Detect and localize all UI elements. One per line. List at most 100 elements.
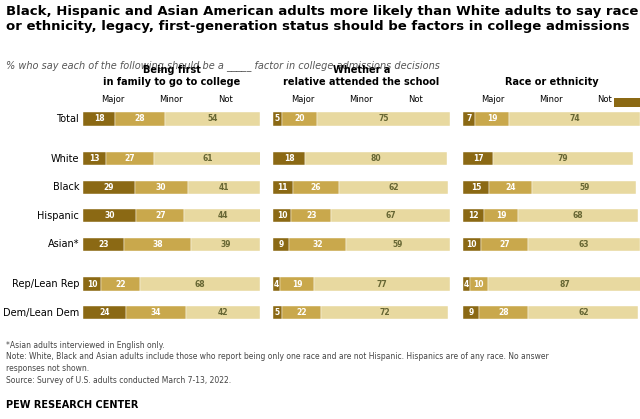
Bar: [186, 306, 260, 319]
Text: 42: 42: [218, 308, 228, 317]
Bar: [83, 277, 101, 291]
Text: 59: 59: [579, 183, 589, 192]
Text: 9: 9: [278, 240, 284, 249]
Text: 67: 67: [385, 211, 396, 220]
Text: 10: 10: [474, 279, 484, 289]
Text: 27: 27: [125, 154, 136, 163]
Text: Being first
in family to go to college: Being first in family to go to college: [103, 65, 241, 87]
Bar: [289, 238, 346, 251]
Text: 59: 59: [393, 240, 403, 249]
Text: Major: Major: [481, 95, 504, 103]
Text: 44: 44: [218, 211, 228, 220]
Bar: [280, 277, 314, 291]
Bar: [339, 181, 449, 194]
Text: % who say each of the following should be a _____ factor in college admissions d: % who say each of the following should b…: [6, 60, 440, 71]
Bar: [184, 209, 262, 222]
Bar: [273, 112, 282, 126]
Text: Minor: Minor: [349, 95, 373, 103]
Text: 30: 30: [156, 183, 166, 192]
Bar: [529, 306, 638, 319]
Bar: [490, 181, 532, 194]
Text: 13: 13: [90, 154, 100, 163]
Text: 19: 19: [292, 279, 302, 289]
Bar: [481, 238, 529, 251]
Text: 38: 38: [152, 240, 163, 249]
Bar: [83, 306, 125, 319]
Bar: [101, 277, 140, 291]
Bar: [463, 306, 479, 319]
Bar: [463, 277, 470, 291]
Text: Asian*: Asian*: [47, 239, 79, 249]
Bar: [317, 112, 450, 126]
Text: 19: 19: [487, 114, 497, 124]
Text: 62: 62: [578, 308, 589, 317]
Bar: [83, 181, 134, 194]
Bar: [479, 306, 529, 319]
Bar: [463, 112, 476, 126]
Text: 29: 29: [104, 183, 114, 192]
Bar: [124, 238, 191, 251]
Bar: [136, 209, 184, 222]
Bar: [154, 152, 262, 166]
Text: Black, Hispanic and Asian American adults more likely than White adults to say r: Black, Hispanic and Asian American adult…: [6, 5, 639, 33]
Text: 34: 34: [150, 308, 161, 317]
Text: 10: 10: [87, 279, 97, 289]
Bar: [282, 112, 317, 126]
Text: 68: 68: [195, 279, 205, 289]
Bar: [321, 306, 449, 319]
Text: 10: 10: [467, 240, 477, 249]
Text: 24: 24: [506, 183, 516, 192]
Bar: [463, 238, 481, 251]
Text: 24: 24: [99, 308, 109, 317]
Text: 23: 23: [99, 240, 109, 249]
Text: PEW RESEARCH CENTER: PEW RESEARCH CENTER: [6, 400, 139, 410]
Text: 20: 20: [294, 114, 305, 124]
Text: 5: 5: [275, 308, 280, 317]
Text: 18: 18: [94, 114, 104, 124]
Text: *Asian adults interviewed in English only.
Note: White, Black and Asian adults i: *Asian adults interviewed in English onl…: [6, 341, 549, 385]
Text: Minor: Minor: [159, 95, 183, 103]
Text: 9: 9: [468, 308, 474, 317]
Bar: [488, 277, 640, 291]
Text: 12: 12: [468, 211, 479, 220]
Text: 4: 4: [274, 279, 279, 289]
Bar: [292, 181, 339, 194]
Text: White: White: [51, 154, 79, 164]
Text: 4: 4: [464, 279, 469, 289]
Text: 23: 23: [306, 211, 316, 220]
Bar: [125, 306, 186, 319]
Text: 75: 75: [378, 114, 389, 124]
Bar: [273, 209, 291, 222]
Bar: [305, 152, 447, 166]
Text: 28: 28: [134, 114, 145, 124]
Text: 32: 32: [312, 240, 323, 249]
Text: 22: 22: [115, 279, 125, 289]
Bar: [346, 238, 450, 251]
Text: Dem/Lean Dem: Dem/Lean Dem: [3, 308, 79, 318]
Text: Whether a
relative attended the school: Whether a relative attended the school: [284, 65, 440, 87]
Bar: [188, 181, 260, 194]
Text: 79: 79: [557, 154, 568, 163]
Bar: [463, 181, 490, 194]
Bar: [83, 209, 136, 222]
Text: 11: 11: [278, 183, 288, 192]
Text: 27: 27: [499, 240, 510, 249]
Text: 63: 63: [579, 240, 589, 249]
Bar: [614, 98, 640, 106]
Bar: [115, 112, 164, 126]
Bar: [273, 306, 282, 319]
Text: 61: 61: [203, 154, 213, 163]
Text: 68: 68: [573, 211, 583, 220]
Bar: [532, 181, 636, 194]
Text: Rep/Lean Rep: Rep/Lean Rep: [12, 279, 79, 289]
Text: Major: Major: [291, 95, 314, 103]
Text: 87: 87: [559, 279, 570, 289]
Bar: [493, 152, 633, 166]
Bar: [273, 277, 280, 291]
Bar: [273, 152, 305, 166]
Text: Hispanic: Hispanic: [37, 211, 79, 221]
Bar: [529, 238, 640, 251]
Text: 77: 77: [376, 279, 387, 289]
Bar: [140, 277, 260, 291]
Text: 10: 10: [276, 211, 287, 220]
